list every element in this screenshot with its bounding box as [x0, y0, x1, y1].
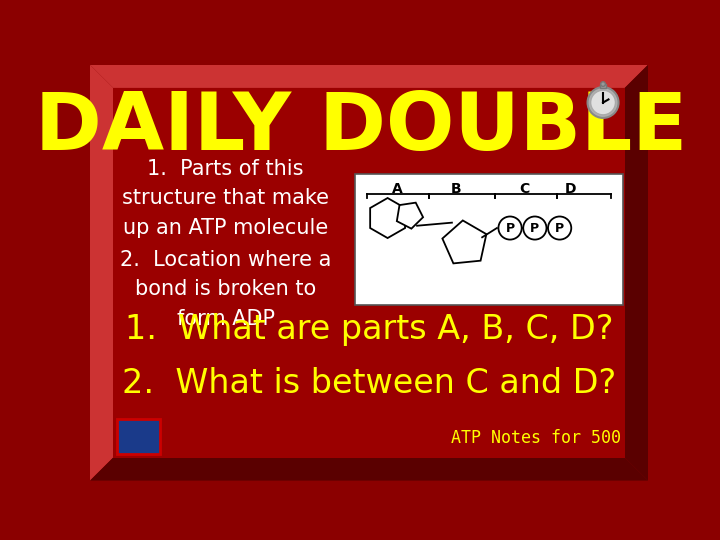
Text: 1.  Parts of this
structure that make
up an ATP molecule: 1. Parts of this structure that make up … [122, 159, 329, 238]
Bar [600, 84, 606, 88]
Text: B: B [451, 182, 461, 196]
Bar [113, 88, 625, 457]
Circle shape [590, 90, 616, 115]
Bar [117, 419, 160, 454]
Polygon shape [90, 65, 113, 481]
Text: DAILY DOUBLE: DAILY DOUBLE [35, 90, 688, 167]
Polygon shape [625, 65, 648, 481]
Text: P: P [531, 221, 539, 234]
Polygon shape [442, 220, 487, 264]
Circle shape [523, 217, 546, 240]
Text: ATP Notes for 500: ATP Notes for 500 [451, 429, 621, 447]
Text: 2.  Location where a
bond is broken to
form ADP: 2. Location where a bond is broken to fo… [120, 249, 331, 329]
Circle shape [548, 217, 571, 240]
Text: 1.  What are parts A, B, C, D?: 1. What are parts A, B, C, D? [125, 313, 613, 346]
Polygon shape [397, 202, 423, 228]
Polygon shape [370, 198, 405, 238]
Text: D: D [564, 182, 576, 196]
Bar [355, 174, 624, 305]
Polygon shape [90, 457, 648, 481]
Text: P: P [505, 221, 515, 234]
Text: C: C [519, 182, 529, 196]
Circle shape [600, 82, 606, 86]
Text: A: A [392, 182, 403, 196]
Circle shape [498, 217, 522, 240]
Polygon shape [90, 65, 648, 88]
Text: P: P [555, 221, 564, 234]
Circle shape [588, 87, 618, 118]
Text: 2.  What is between C and D?: 2. What is between C and D? [122, 367, 616, 400]
